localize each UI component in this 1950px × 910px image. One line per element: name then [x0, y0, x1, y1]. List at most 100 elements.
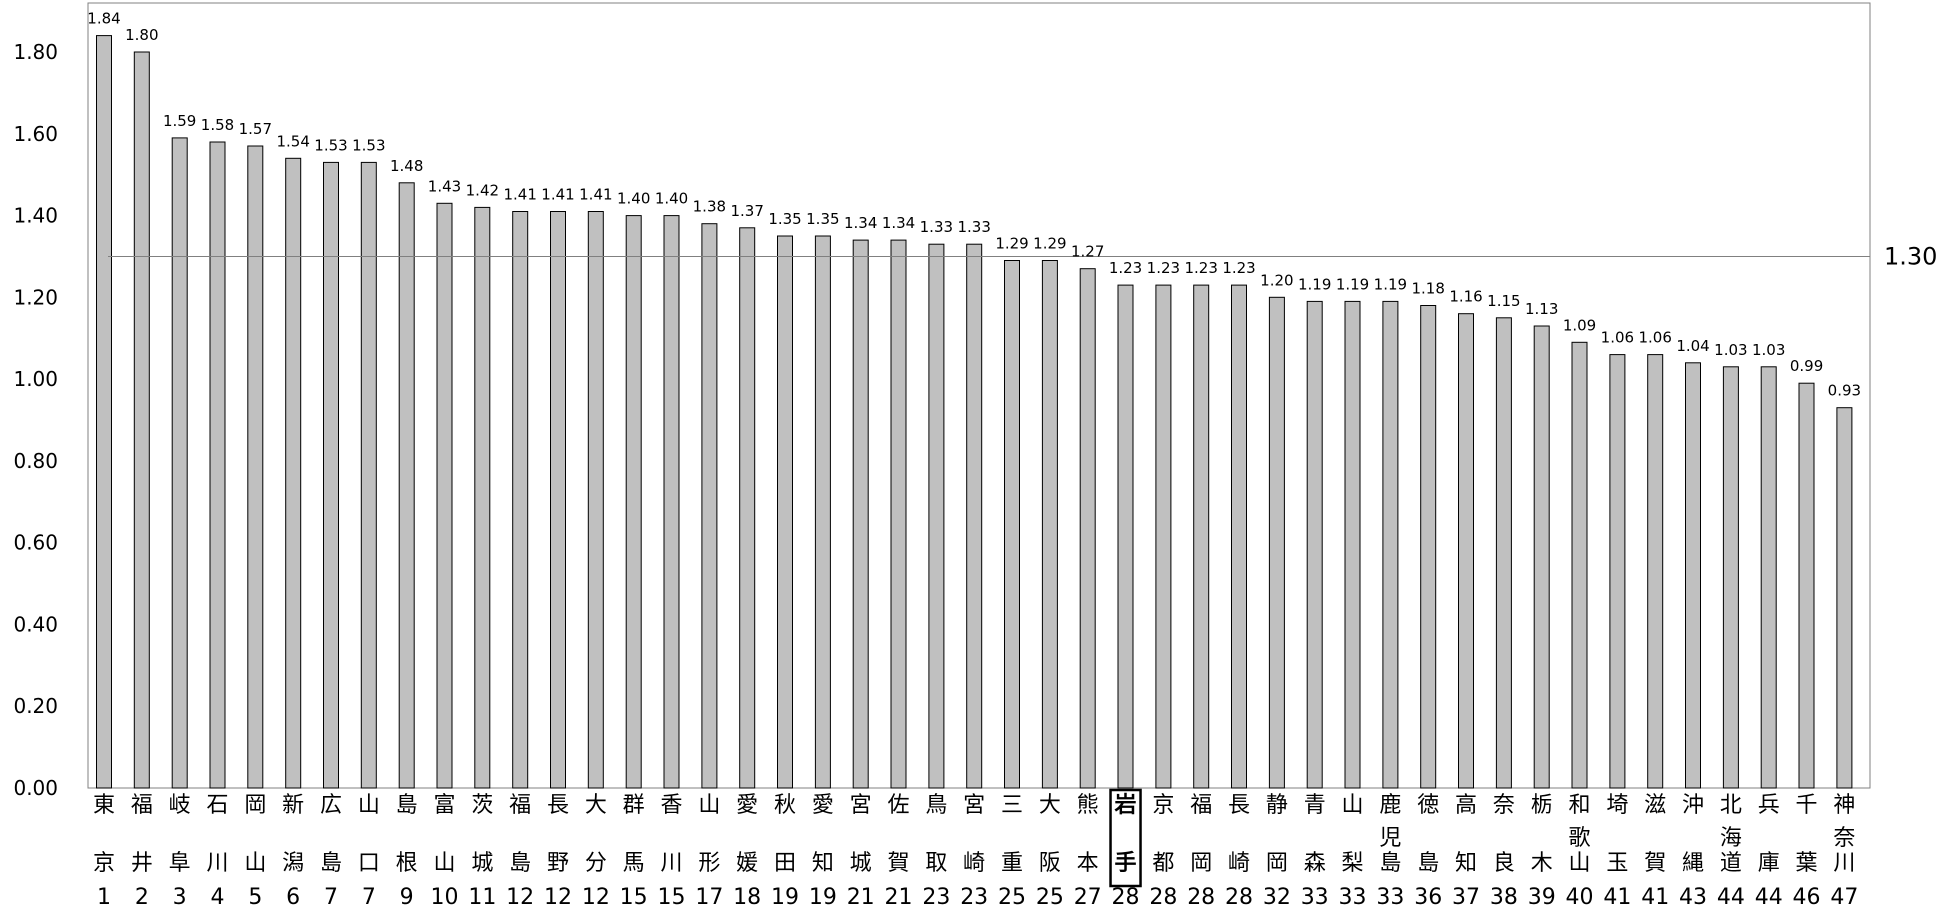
category-label-char: 口	[358, 851, 380, 876]
category-label-char: 熊	[1077, 793, 1099, 818]
bar	[1344, 300, 1361, 789]
bar	[663, 215, 680, 789]
rank-label: 12	[582, 885, 610, 905]
category-label-char: 形	[698, 851, 720, 876]
bar	[852, 239, 869, 789]
data-label: 1.34	[882, 214, 915, 232]
category-label-char: 島	[320, 851, 342, 876]
category-label-char: 賀	[1644, 851, 1666, 876]
category-label-char: 岐	[169, 793, 191, 818]
data-label: 1.33	[920, 218, 953, 236]
bar	[1382, 300, 1399, 789]
category-label-char: 愛	[736, 793, 758, 818]
category-label-char: 埼	[1606, 793, 1628, 818]
category-label-char: 北	[1720, 793, 1742, 818]
rank-label: 28	[1112, 885, 1140, 905]
bar	[1041, 260, 1058, 789]
rank-label: 33	[1301, 885, 1329, 905]
y-tick-label: 0.60	[13, 531, 58, 555]
bar	[1458, 313, 1474, 789]
data-label: 1.06	[1601, 329, 1634, 347]
data-label: 1.40	[617, 190, 650, 208]
rank-label: 40	[1566, 885, 1594, 905]
data-label: 1.33	[957, 218, 990, 236]
bar	[323, 161, 339, 789]
y-tick-label: 0.20	[13, 694, 58, 718]
bar	[1268, 296, 1285, 789]
category-label-char: 島	[509, 851, 531, 876]
data-label: 1.34	[844, 214, 877, 232]
category-label-char: 庫	[1758, 851, 1780, 876]
y-tick-label: 1.60	[13, 122, 58, 146]
rank-label: 33	[1339, 885, 1367, 905]
bar	[1722, 366, 1739, 789]
category-label-char: 神	[1833, 793, 1855, 818]
category-label-char: 木	[1531, 851, 1553, 876]
category-label-char: 岡	[244, 793, 266, 818]
bar	[1760, 366, 1777, 789]
data-label: 1.41	[541, 185, 574, 203]
data-label: 1.84	[87, 10, 120, 28]
data-label: 1.48	[390, 157, 423, 175]
rank-label: 17	[695, 885, 723, 905]
rank-label: 33	[1376, 885, 1404, 905]
category-label-char: 取	[925, 851, 947, 876]
category-label-char: 兵	[1758, 793, 1780, 818]
data-label: 1.20	[1260, 271, 1293, 289]
data-label: 1.35	[806, 210, 839, 228]
data-label: 1.09	[1563, 316, 1596, 334]
bar	[777, 235, 793, 789]
bar	[1685, 362, 1701, 789]
data-label: 1.42	[466, 181, 499, 199]
data-label: 1.06	[1639, 329, 1672, 347]
category-label-char: 城	[471, 851, 493, 876]
data-label: 1.54	[276, 132, 309, 150]
data-label: 1.19	[1336, 275, 1369, 293]
category-label-char: 富	[434, 793, 456, 818]
rank-label: 2	[135, 885, 149, 905]
rank-label: 18	[733, 885, 761, 905]
bar	[1647, 354, 1664, 789]
data-label: 0.93	[1828, 382, 1861, 400]
rank-label: 11	[468, 885, 496, 905]
category-label-char: 城	[850, 851, 872, 876]
data-label: 1.29	[995, 235, 1028, 253]
data-label: 1.13	[1525, 300, 1558, 318]
category-label-char: 手	[1115, 851, 1137, 876]
category-label-char: 京	[93, 851, 115, 876]
category-label-char: 山	[244, 851, 266, 876]
category-label-char: 井	[131, 851, 153, 876]
category-label-char: 大	[1039, 793, 1061, 818]
bar	[928, 243, 945, 789]
bar	[209, 141, 226, 789]
category-label-char: 山	[1569, 851, 1591, 876]
category-label-char: 千	[1796, 793, 1818, 818]
bar	[625, 215, 642, 789]
data-label: 1.37	[730, 202, 763, 220]
data-label: 1.35	[768, 210, 801, 228]
data-label: 1.19	[1298, 275, 1331, 293]
category-label-char: 鳥	[925, 793, 947, 818]
rank-label: 21	[885, 885, 913, 905]
rank-label: 21	[847, 885, 875, 905]
bar	[1533, 325, 1550, 789]
rank-label: 3	[173, 885, 187, 905]
category-label-char: 賀	[888, 851, 910, 876]
bar	[1798, 382, 1815, 789]
category-label-char: 知	[812, 851, 834, 876]
rank-label: 15	[658, 885, 686, 905]
data-label: 1.15	[1487, 292, 1520, 310]
category-label-char: 島	[396, 793, 418, 818]
category-label-char: 東	[93, 793, 115, 818]
rank-label: 4	[211, 885, 225, 905]
category-label-char: 潟	[282, 851, 304, 876]
category-label-char: 青	[1304, 793, 1326, 818]
category-label-char: 広	[320, 793, 342, 818]
data-label: 1.53	[352, 136, 385, 154]
category-label-char: 岡	[1190, 851, 1212, 876]
category-label-char: 静	[1266, 793, 1288, 818]
rank-label: 41	[1641, 885, 1669, 905]
bar	[1231, 284, 1247, 789]
category-label-char: 分	[585, 851, 607, 876]
